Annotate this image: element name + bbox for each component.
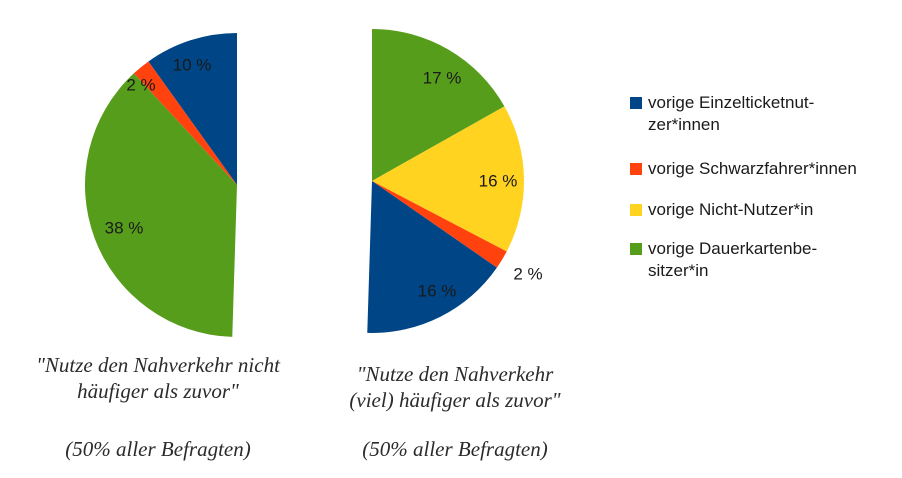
pie-right-label-einzelticket: 16 % (418, 281, 457, 300)
right-pie-caption-line-1: "Nutze den Nahverkehr (356, 362, 554, 386)
legend-label-einzelticket: vorige Einzelticketnut- zer*innen (648, 93, 815, 134)
legend-label-dauerkarten: vorige Dauerkartenbe- sitzer*in (648, 239, 818, 280)
legend-label-schwarzfahrer: vorige Schwarzfahrer*innen (648, 159, 857, 178)
pie-right-slice-nichtnutzer (372, 106, 524, 252)
legend-swatch-nicht-nutzer (630, 204, 642, 216)
legend-label-nicht-nutzer: vorige Nicht-Nutzer*in (648, 200, 814, 219)
legend-swatch-einzelticket (630, 97, 642, 109)
pie-right-label-schwarzfahrer: 2 % (513, 264, 542, 283)
pie-right-slice-dauerkarten (372, 29, 505, 181)
right-pie-caption: "Nutze den Nahverkehr (viel) häufiger al… (305, 361, 605, 413)
left-pie-caption-line-2: häufiger als zuvor" (77, 379, 239, 403)
pie-left-slice-dauerkarten (84, 73, 237, 337)
legend-item-einzelticket: vorige Einzelticketnut- zer*innen (630, 92, 814, 136)
pie-left-slice-schwarzfahrer (133, 61, 237, 185)
right-pie-subcaption: (50% aller Befragten) (362, 437, 548, 461)
legend-item-schwarzfahrer: vorige Schwarzfahrer*innen (630, 158, 857, 180)
pie-left-label-dauerkarten: 38 % (105, 218, 144, 237)
left-pie-caption-line-1: "Nutze den Nahverkehr nicht (36, 353, 280, 377)
left-pie-caption: "Nutze den Nahverkehr nicht häufiger als… (0, 352, 316, 404)
legend-swatch-dauerkarten (630, 243, 642, 255)
pie-left-label-schwarzfahrer: 2 % (126, 75, 155, 94)
pie-right-slice-schwarzfahrer (372, 181, 507, 268)
legend-item-dauerkarten: vorige Dauerkartenbe- sitzer*in (630, 238, 817, 282)
left-pie-subcaption: (50% aller Befragten) (65, 437, 251, 461)
pie-right-label-nichtnutzer: 16 % (479, 171, 518, 190)
pie-right-slice-einzelticket (367, 181, 497, 333)
legend-item-nicht-nutzer: vorige Nicht-Nutzer*in (630, 199, 813, 221)
pie-right-label-dauerkarten: 17 % (423, 68, 462, 87)
pie-left-slice-einzelticket (148, 33, 237, 185)
right-pie-caption-line-2: (viel) häufiger als zuvor" (349, 388, 561, 412)
pie-left-label-einzelticket: 10 % (173, 55, 212, 74)
legend-swatch-schwarzfahrer (630, 163, 642, 175)
